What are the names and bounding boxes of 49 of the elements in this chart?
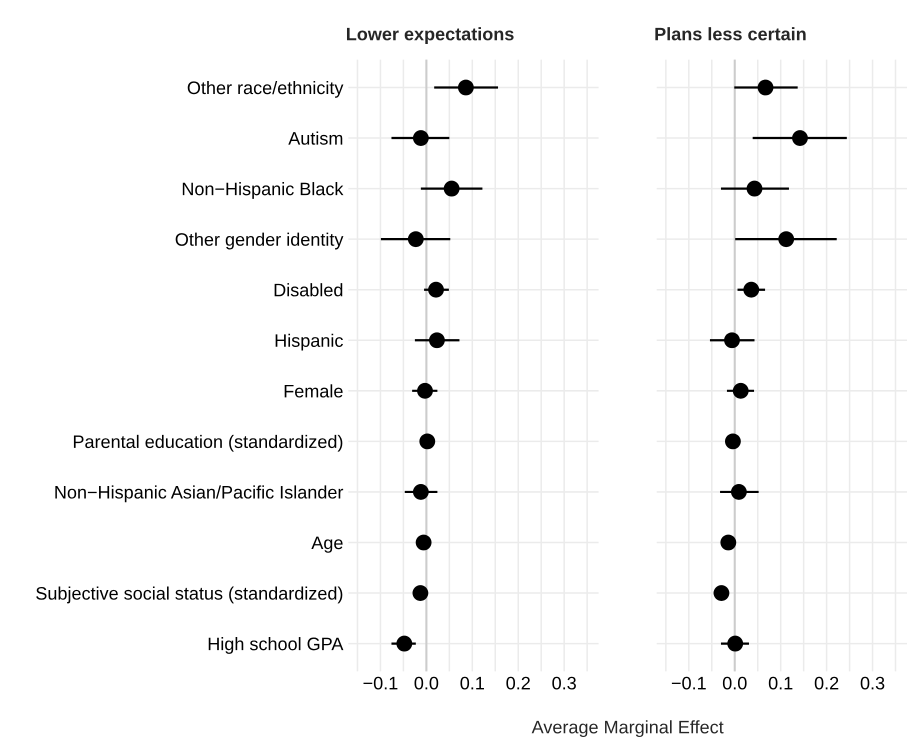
y-tick-label: High school GPA bbox=[208, 637, 344, 654]
x-tick-label: 0.2 bbox=[814, 676, 838, 690]
y-tick-label: Non−Hispanic Asian/Pacific Islander bbox=[55, 485, 344, 502]
point bbox=[720, 534, 736, 550]
point bbox=[428, 282, 444, 298]
x-tick-label: 0.3 bbox=[552, 676, 576, 690]
point bbox=[412, 130, 429, 146]
point bbox=[417, 382, 433, 399]
chart-title: Lower expectations bbox=[346, 27, 514, 44]
y-tick-label: Subjective social status (standardized) bbox=[36, 586, 342, 604]
point bbox=[732, 382, 749, 399]
point bbox=[396, 636, 412, 652]
x-tick-label: 0.3 bbox=[860, 676, 884, 690]
point bbox=[724, 433, 741, 450]
point bbox=[714, 585, 730, 601]
chart-title: Plans less certain bbox=[655, 27, 806, 40]
y-tick-label: Other gender identity bbox=[176, 232, 344, 250]
point bbox=[412, 484, 429, 500]
y-tick-label: Age bbox=[311, 536, 343, 553]
x-tick-label: 0.1 bbox=[768, 676, 792, 690]
y-tick-label: Female bbox=[284, 384, 343, 398]
point bbox=[458, 80, 474, 96]
point bbox=[412, 585, 428, 601]
point bbox=[444, 180, 460, 197]
y-tick-label: Non−Hispanic Black bbox=[182, 182, 344, 199]
point bbox=[429, 332, 445, 348]
y-tick-label: Other race/ethnicity bbox=[188, 80, 344, 98]
point bbox=[778, 231, 794, 248]
x-tick-label: −0.1 bbox=[672, 676, 706, 690]
y-tick-label: Autism bbox=[288, 132, 342, 145]
x-tick-label: 0.0 bbox=[722, 676, 747, 690]
x-axis-title: Average Marginal Effect bbox=[532, 720, 724, 738]
y-tick-label: Parental education (standardized) bbox=[74, 434, 342, 452]
x-tick-label: −0.1 bbox=[364, 676, 398, 690]
x-tick-label: 0.1 bbox=[460, 676, 484, 690]
y-tick-label: Hispanic bbox=[276, 334, 343, 351]
point bbox=[743, 282, 760, 298]
point bbox=[419, 433, 436, 450]
point bbox=[746, 180, 762, 197]
x-tick-label: 0.2 bbox=[506, 676, 530, 690]
point bbox=[730, 484, 747, 500]
x-tick-label: 0.0 bbox=[414, 676, 438, 690]
point bbox=[727, 636, 744, 652]
point bbox=[416, 534, 432, 550]
point bbox=[792, 130, 808, 146]
y-tick-label: Disabled bbox=[274, 283, 342, 296]
point bbox=[758, 80, 774, 96]
point bbox=[724, 332, 740, 348]
point bbox=[408, 231, 424, 248]
